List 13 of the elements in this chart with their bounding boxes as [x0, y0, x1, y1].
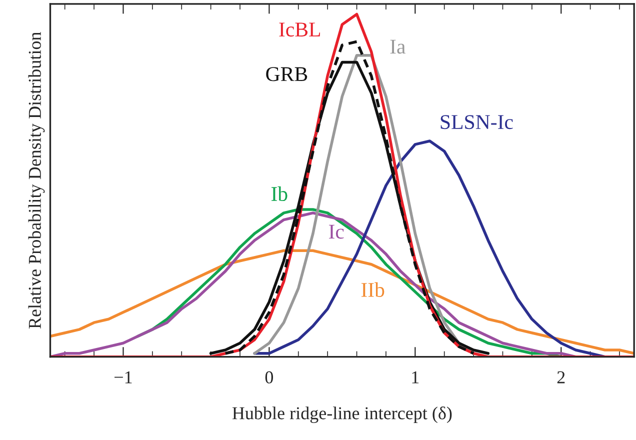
- series-label: IIb: [361, 282, 384, 297]
- y-axis-title: Relative Probability Density Distribution: [28, 32, 45, 329]
- series-label: Ib: [271, 186, 288, 202]
- x-tick-label: 1: [412, 371, 419, 384]
- x-axis-title: Hubble ridge-line intercept (δ): [232, 406, 452, 424]
- x-tick-label: 0: [265, 371, 274, 384]
- series-label: Ic: [328, 224, 344, 239]
- series-label: SLSN-Ic: [440, 115, 513, 130]
- x-tick-label: 2: [557, 371, 565, 384]
- x-tick-label: −1: [114, 371, 132, 384]
- series-label: IcBL: [279, 22, 320, 37]
- series-label: GRB: [266, 67, 308, 82]
- series-label: Ia: [390, 40, 406, 54]
